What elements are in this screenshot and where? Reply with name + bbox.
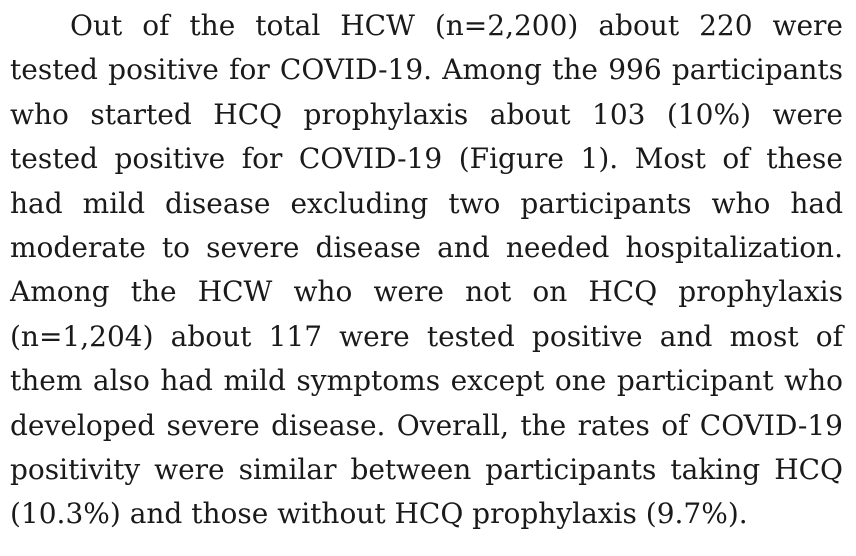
document-page: Out of the total HCW (n=2,200) about 220… (10, 0, 843, 556)
body-paragraph: Out of the total HCW (n=2,200) about 220… (10, 9, 843, 531)
